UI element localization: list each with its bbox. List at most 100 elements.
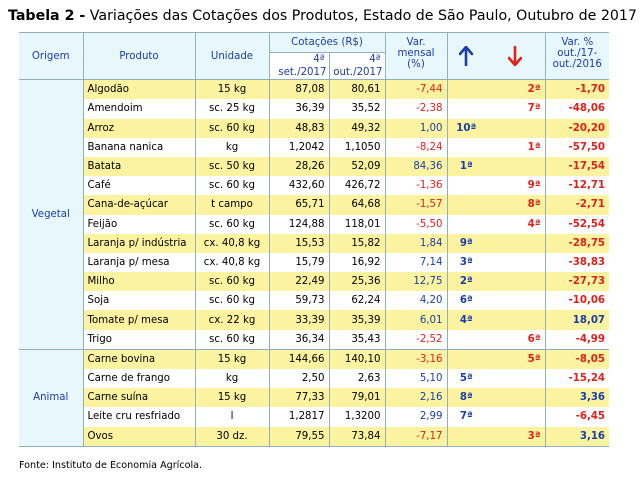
unidade-cell: sc. 25 kg (194, 99, 270, 119)
var-anual-cell: -20,20 (544, 118, 609, 138)
produto-cell: Batata (82, 156, 196, 177)
header-origem: Origem (19, 31, 84, 81)
table-row: Amendoim sc. 25 kg 36,39 35,52 -2,38 7ª -48,06 (19, 99, 609, 119)
rank-down-cell: 2ª (485, 79, 546, 100)
var-mensal-cell: 1,00 (384, 118, 448, 138)
rank-down-cell: 4ª (485, 214, 546, 234)
rank-down-cell (485, 369, 546, 389)
cotacao-set-cell: 65,71 (268, 195, 330, 215)
unidade-cell: cx. 22 kg (194, 310, 270, 330)
cotacao-set-cell: 144,66 (268, 348, 330, 369)
var-mensal-cell: -2,38 (384, 99, 448, 119)
var-mensal-cell: -1,57 (384, 195, 448, 215)
cotacao-set-cell: 33,39 (268, 310, 330, 330)
var-anual-cell: -17,54 (544, 156, 609, 177)
produto-cell: Leite cru resfriado (82, 407, 196, 427)
cotacao-out-cell: 426,72 (328, 176, 386, 196)
cotacao-set-cell: 79,55 (268, 426, 330, 447)
header-var-anual: Var. % out./17- out./2016 (544, 31, 609, 81)
header-row-1: Origem Produto Unidade Cotações (R$) Var… (19, 31, 609, 81)
table-row: Soja sc. 60 kg 59,73 62,24 4,20 6ª -10,06 (19, 291, 609, 311)
produto-cell: Carne suína (82, 388, 196, 408)
rank-up-cell: 9ª (446, 233, 485, 253)
cotacao-out-cell: 73,84 (328, 426, 386, 447)
rank-up-cell (446, 176, 485, 196)
table-row: Carne suína 15 kg 77,33 79,01 2,16 8ª 3,36 (19, 388, 609, 408)
cotacao-set-cell: 432,60 (268, 176, 330, 196)
table-row: Carne de frango kg 2,50 2,63 5,10 5ª -15,24 (19, 369, 609, 389)
table-row: Tomate p/ mesa cx. 22 kg 33,39 35,39 6,01 4ª 1… (19, 310, 609, 330)
unidade-cell: 15 kg (194, 388, 270, 408)
price-table: Origem Produto Unidade Cotações (R$) Var… (19, 31, 609, 447)
produto-cell: Algodão (82, 79, 196, 100)
var-anual-cell: -1,70 (544, 79, 609, 100)
rank-down-cell: 3ª (485, 426, 546, 447)
unidade-cell: sc. 60 kg (194, 272, 270, 292)
header-row-3: set./2017 out./2017 (19, 66, 609, 81)
rank-down-cell (485, 118, 546, 138)
table-row: Laranja p/ indústria cx. 40,8 kg 15,53 15,8… (19, 233, 609, 253)
var-mensal-cell: -2,52 (384, 329, 448, 350)
var-mensal-cell: 2,99 (384, 407, 448, 427)
header-unidade: Unidade (194, 31, 270, 81)
var-mensal-cell: -3,16 (384, 348, 448, 369)
table-row: Café sc. 60 kg 432,60 426,72 -1,36 9ª -12,71 (19, 176, 609, 196)
table-title-text: Variações das Cotações dos Produtos, Est… (85, 8, 637, 24)
var-anual-cell: -57,50 (544, 137, 609, 157)
var-anual-cell: -6,45 (544, 407, 609, 427)
produto-cell: Carne bovina (82, 348, 196, 369)
var-anual-cell: 3,16 (544, 426, 609, 447)
cotacao-out-cell: 49,32 (328, 118, 386, 138)
produto-cell: Laranja p/ mesa (82, 252, 196, 273)
cotacao-set-cell: 2,50 (268, 369, 330, 389)
header-var-mensal: Var. mensal (%) (384, 31, 448, 81)
produto-cell: Arroz (82, 118, 196, 138)
rank-down-cell: 6ª (485, 329, 546, 350)
var-mensal-cell: 84,36 (384, 156, 448, 177)
rank-up-cell (446, 79, 485, 100)
header-var-l2: mensal (397, 48, 435, 59)
cotacao-set-cell: 22,49 (268, 272, 330, 292)
rank-down-cell: 9ª (485, 176, 546, 196)
var-anual-cell: -28,75 (544, 233, 609, 253)
var-mensal-cell: 4,20 (384, 291, 448, 311)
cotacao-set-cell: 124,88 (268, 214, 330, 234)
rank-down-cell (485, 272, 546, 292)
rank-up-cell (446, 348, 485, 369)
header-var-l3: (%) (407, 59, 425, 70)
rank-up-cell: 1ª (446, 156, 485, 177)
cotacao-set-cell: 15,53 (268, 233, 330, 253)
cotacao-set-cell: 36,39 (268, 99, 330, 119)
var-anual-cell: -2,71 (544, 195, 609, 215)
unidade-cell: sc. 60 kg (194, 291, 270, 311)
produto-cell: Banana nanica (82, 137, 196, 157)
header-produto: Produto (82, 31, 196, 81)
rank-up-cell (446, 99, 485, 119)
header-varp-l1: Var. % (561, 37, 594, 48)
rank-up-cell (446, 195, 485, 215)
cotacao-out-cell: 35,39 (328, 310, 386, 330)
produto-cell: Soja (82, 291, 196, 311)
rank-down-cell: 1ª (485, 137, 546, 157)
var-mensal-cell: 6,01 (384, 310, 448, 330)
var-anual-cell: -10,06 (544, 291, 609, 311)
rank-up-cell: 4ª (446, 310, 485, 330)
rank-down-cell (485, 233, 546, 253)
var-anual-cell: 3,36 (544, 388, 609, 408)
cotacao-out-cell: 79,01 (328, 388, 386, 408)
var-mensal-cell: -5,50 (384, 214, 448, 234)
unidade-cell: kg (194, 369, 270, 389)
table-row: Laranja p/ mesa cx. 40,8 kg 15,79 16,92 7,14… (19, 252, 609, 273)
header-sep: set./2017 (268, 66, 330, 81)
arrow-up-icon (459, 46, 474, 67)
header-cotacoes: Cotações (R$) (268, 31, 386, 53)
var-anual-cell: -38,83 (544, 252, 609, 273)
var-mensal-cell: -8,24 (384, 137, 448, 157)
rank-down-cell: 7ª (485, 99, 546, 119)
table-row: Feijão sc. 60 kg 124,88 118,01 -5,50 4ª -52,54 (19, 214, 609, 234)
var-anual-cell: 18,07 (544, 310, 609, 330)
table-row: Ovos 30 dz. 79,55 73,84 -7,17 3ª 3,16 (19, 426, 609, 447)
header-varp-l3: out./2016 (552, 59, 602, 70)
cotacao-out-cell: 118,01 (328, 214, 386, 234)
cotacao-set-cell: 36,34 (268, 329, 330, 350)
